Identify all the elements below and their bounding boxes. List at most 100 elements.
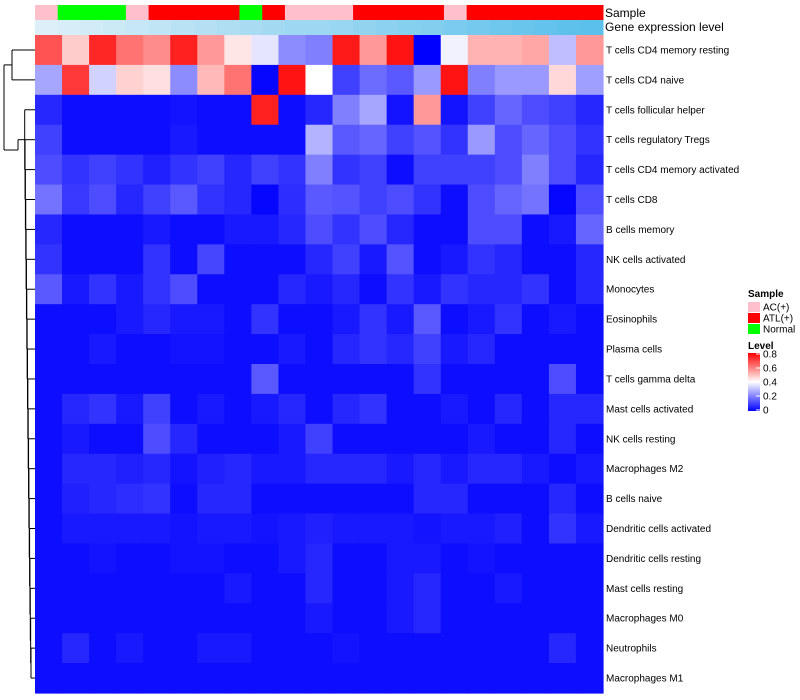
heatmap-cell [305, 424, 333, 455]
row-label: T cells CD4 memory resting [606, 45, 729, 56]
heatmap-cell [224, 514, 252, 545]
sample-cell [399, 5, 422, 20]
heatmap-cell [333, 65, 361, 96]
heatmap-cell [116, 663, 144, 694]
heatmap-cell [495, 185, 523, 216]
gene-track-label: Gene expression level [605, 20, 724, 34]
heatmap-cell [170, 663, 198, 694]
heatmap-cell [414, 155, 442, 186]
heatmap-cell [414, 543, 442, 574]
sample-cell [262, 5, 285, 20]
heatmap-cell [441, 334, 469, 365]
heatmap-cell [441, 244, 469, 275]
heatmap-cell [251, 95, 279, 126]
legend-sample-swatch [748, 302, 760, 312]
heatmap-cell [62, 484, 90, 515]
heatmap-cell [495, 155, 523, 186]
heatmap-cell [143, 364, 171, 395]
heatmap-cell [468, 484, 496, 515]
legend-level-tick-label: 0.6 [763, 364, 777, 375]
heatmap-cell [116, 573, 144, 604]
heatmap-cell [278, 185, 306, 216]
heatmap-cell [143, 603, 171, 634]
heatmap-cell [576, 274, 604, 305]
heatmap-cell [62, 573, 90, 604]
heatmap-cell [360, 65, 388, 96]
gene-expression-cell [580, 20, 603, 35]
gene-expression-cell [399, 20, 422, 35]
heatmap-cell [143, 573, 171, 604]
heatmap-cell [576, 484, 604, 515]
heatmap-cell [224, 424, 252, 455]
heatmap-cell [62, 603, 90, 634]
heatmap-cell [170, 334, 198, 365]
row-label: T cells follicular helper [606, 105, 705, 116]
legend: Sample AC(+)ATL(+)Normal Level 0.80.60.4… [748, 289, 795, 417]
heatmap-cell [143, 454, 171, 485]
heatmap-cell [251, 454, 279, 485]
heatmap-cell [387, 424, 415, 455]
heatmap-cell [89, 125, 117, 156]
gene-expression-cell [194, 20, 217, 35]
heatmap-cell [278, 633, 306, 664]
heatmap-cell [35, 603, 63, 634]
heatmap-cell [116, 65, 144, 96]
heatmap-cell [170, 603, 198, 634]
heatmap-cell [468, 573, 496, 604]
heatmap-cell [278, 394, 306, 425]
heatmap-cell [549, 364, 577, 395]
heatmap-cell [143, 274, 171, 305]
heatmap-cell [170, 484, 198, 515]
heatmap-cell [522, 244, 550, 275]
heatmap-cell [360, 274, 388, 305]
row-label: NK cells activated [606, 255, 685, 266]
gene-expression-cell [35, 20, 58, 35]
heatmap-cell [197, 454, 225, 485]
heatmap-cell [522, 155, 550, 186]
heatmap-cell [360, 334, 388, 365]
row-label: Eosinophils [606, 315, 657, 326]
heatmap-cell [495, 573, 523, 604]
sample-cell [467, 5, 490, 20]
heatmap-cell [62, 663, 90, 694]
heatmap-cell [414, 274, 442, 305]
sample-cell [58, 5, 81, 20]
heatmap-cell [387, 65, 415, 96]
heatmap-cell [414, 214, 442, 245]
heatmap-cell [387, 484, 415, 515]
heatmap-cell [197, 514, 225, 545]
heatmap-cell [414, 35, 442, 66]
gene-expression-cell [558, 20, 581, 35]
heatmap-cell [495, 484, 523, 515]
heatmap-cell [89, 543, 117, 574]
heatmap-cell [387, 35, 415, 66]
heatmap-cell [387, 514, 415, 545]
heatmap-cell [35, 125, 63, 156]
heatmap-cell [305, 155, 333, 186]
legend-level-tick-label: 0 [763, 406, 769, 417]
heatmap-cell [441, 424, 469, 455]
heatmap-cell [441, 573, 469, 604]
heatmap-cell [35, 304, 63, 335]
heatmap-cell [251, 244, 279, 275]
heatmap-cell [143, 514, 171, 545]
heatmap-cell [278, 334, 306, 365]
heatmap-cell [62, 95, 90, 126]
heatmap-cell [251, 394, 279, 425]
heatmap-cell [360, 364, 388, 395]
gene-expression-cell [421, 20, 444, 35]
heatmap-cell [305, 603, 333, 634]
heatmap-cell [224, 274, 252, 305]
heatmap-cell [414, 484, 442, 515]
sample-cell [35, 5, 58, 20]
heatmap-cell [89, 214, 117, 245]
heatmap-cell [305, 394, 333, 425]
heatmap-cell [170, 95, 198, 126]
heatmap-cell [62, 185, 90, 216]
heatmap-cell [170, 214, 198, 245]
row-label: Macrophages M1 [606, 674, 684, 685]
heatmap-cell [224, 394, 252, 425]
heatmap-cell [278, 603, 306, 634]
heatmap-cell [197, 394, 225, 425]
heatmap-cell [468, 65, 496, 96]
